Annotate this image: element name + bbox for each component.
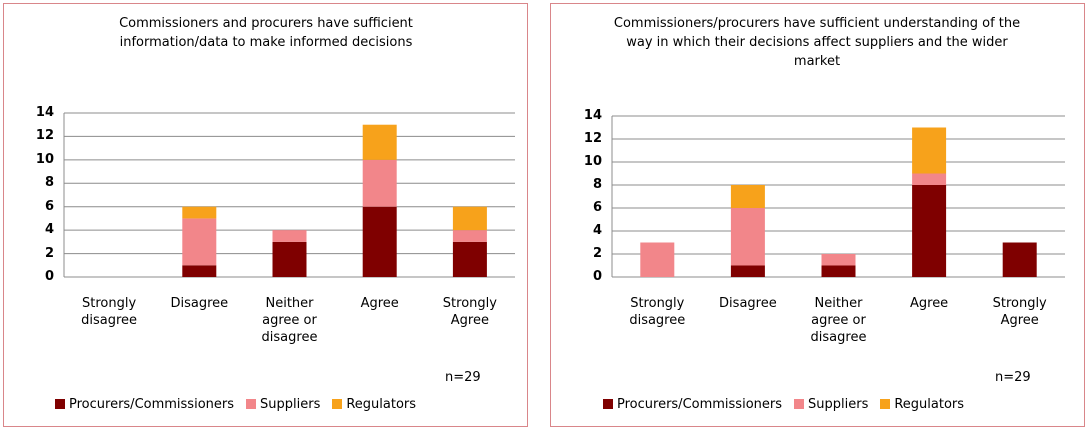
y-tick-label: 4 (592, 223, 602, 238)
x-tick-label: Disagree (719, 296, 777, 311)
bar-segment (182, 218, 217, 266)
y-tick-label: 10 (583, 154, 602, 169)
bar-segment (912, 173, 947, 185)
x-tick-label: Agree (360, 296, 399, 311)
legend-swatch (603, 399, 613, 409)
chart-title: Commissioners and procurers have suffici… (119, 16, 413, 50)
legend-label: Regulators (346, 397, 417, 412)
bar-segment (821, 265, 856, 277)
x-tick-label: Disagree (170, 296, 229, 311)
chart-title: Commissioners/procurers have sufficient … (613, 16, 1021, 69)
bar-segment (362, 159, 397, 207)
y-tick-label: 6 (44, 198, 54, 214)
y-tick-label: 0 (592, 269, 602, 284)
legend-swatch (794, 399, 805, 409)
legend-swatch (880, 399, 891, 409)
legend-label: Regulators (894, 397, 965, 412)
bar-segment (182, 206, 217, 219)
x-tick-label: Strongly disagree (81, 296, 138, 328)
bar-segment (362, 124, 397, 160)
y-tick-label: 8 (44, 175, 54, 191)
y-tick-label: 6 (592, 200, 602, 215)
bar-segment (272, 241, 307, 277)
legend-label: Suppliers (260, 397, 321, 412)
chart-panel (3, 3, 528, 427)
y-tick-label: 0 (44, 269, 54, 284)
bar-segment (912, 127, 947, 174)
x-tick-label: Strongly Agree (442, 296, 497, 328)
chart-panel (550, 3, 1085, 427)
bar-segment (452, 230, 487, 242)
legend-label: Suppliers (808, 397, 869, 412)
bar-segment (730, 208, 765, 266)
bar-segment (1002, 242, 1037, 277)
bar-segment (452, 241, 487, 277)
y-tick-label: 10 (35, 151, 54, 167)
y-tick-label: 14 (35, 105, 54, 120)
y-tick-label: 12 (583, 131, 602, 146)
x-tick-label: Neither agree or disagree (810, 296, 867, 345)
x-tick-label: Agree (909, 296, 949, 311)
x-tick-label: Strongly disagree (629, 296, 686, 328)
annotation: n=29 (995, 370, 1031, 385)
bar-segment (182, 265, 217, 277)
legend-swatch (246, 399, 257, 409)
y-tick-label: 4 (44, 222, 54, 238)
x-tick-label: Strongly Agree (992, 296, 1047, 328)
legend-swatch (332, 399, 343, 409)
legend-label: Procurers/Commissioners (69, 397, 235, 412)
bar-segment (640, 242, 675, 277)
bar-segment (452, 206, 487, 231)
bar-segment (730, 185, 765, 208)
x-tick-label: Neither agree or disagree (261, 296, 318, 345)
bar-segment (821, 254, 856, 266)
y-tick-label: 2 (44, 245, 54, 261)
y-tick-label: 14 (583, 108, 602, 123)
bar-segment (272, 230, 307, 242)
y-tick-label: 12 (35, 128, 54, 144)
legend-swatch (55, 399, 65, 409)
bar-segment (730, 265, 765, 277)
legend-label: Procurers/Commissioners (617, 397, 783, 412)
y-tick-label: 8 (592, 177, 602, 192)
bar-segment (362, 206, 397, 277)
annotation: n=29 (445, 370, 481, 385)
y-tick-label: 2 (592, 246, 602, 261)
bar-segment (912, 185, 947, 277)
